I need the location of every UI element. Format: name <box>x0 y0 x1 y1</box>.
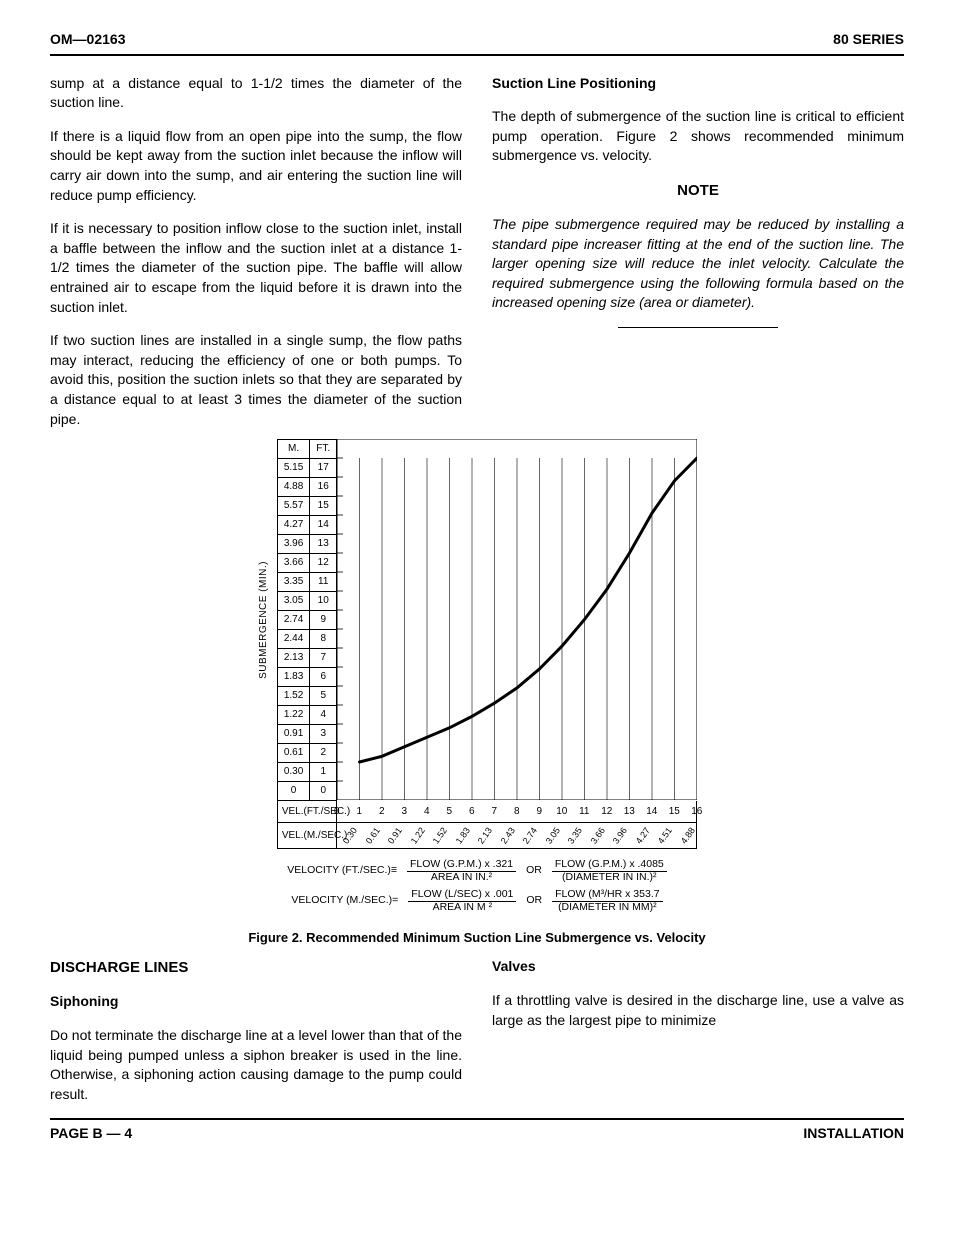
fraction: FLOW (G.P.M.) x .4085 (DIAMETER IN IN.)² <box>552 859 667 883</box>
fraction: FLOW (G.P.M.) x .321 AREA IN IN.² <box>407 859 516 883</box>
section-label: INSTALLATION <box>803 1124 904 1144</box>
page-number: PAGE B — 4 <box>50 1124 132 1144</box>
subheading: Suction Line Positioning <box>492 74 904 94</box>
subheading: Siphoning <box>50 992 462 1012</box>
body-text: sump at a distance equal to 1-1/2 times … <box>50 74 462 113</box>
body-text: If two suction lines are installed in a … <box>50 331 462 429</box>
body-text: If there is a liquid flow from an open p… <box>50 127 462 205</box>
page-header: OM—02163 80 SERIES <box>50 30 904 56</box>
submergence-chart <box>337 439 697 800</box>
figure-caption: Figure 2. Recommended Minimum Suction Li… <box>50 929 904 947</box>
subheading: Valves <box>492 957 904 977</box>
note-body: The pipe submergence required may be red… <box>492 215 904 313</box>
fraction: FLOW (L/SEC) x .001 AREA IN M ² <box>408 889 516 913</box>
formula-label: VELOCITY (FT./SEC.)≡ <box>287 862 397 880</box>
note-heading: NOTE <box>492 180 904 201</box>
velocity-formulas: VELOCITY (FT./SEC.)≡ FLOW (G.P.M.) x .32… <box>257 859 697 913</box>
y-axis-table: M.FT.5.15174.88165.57154.27143.96133.661… <box>277 439 337 801</box>
doc-id: OM—02163 <box>50 30 125 50</box>
body-text: If a throttling valve is desired in the … <box>492 991 904 1030</box>
fraction: FLOW (M³/HR x 353.7 (DIAMETER IN MM)² <box>552 889 662 913</box>
or-label: OR <box>526 892 542 910</box>
body-text: If it is necessary to position inflow cl… <box>50 219 462 317</box>
y-axis-label: SUBMERGENCE (MIN.) <box>257 561 271 679</box>
or-label: OR <box>526 862 542 880</box>
figure-2: SUBMERGENCE (MIN.) M.FT.5.15174.88165.57… <box>50 439 904 947</box>
bottom-columns: DISCHARGE LINES Siphoning Do not termina… <box>50 957 904 1104</box>
formula-label: VELOCITY (M./SEC.)= <box>291 892 398 910</box>
body-text: The depth of submergence of the suction … <box>492 107 904 166</box>
note-rule <box>618 327 778 328</box>
section-heading: DISCHARGE LINES <box>50 957 462 978</box>
page-footer: PAGE B — 4 INSTALLATION <box>50 1118 904 1144</box>
body-text: Do not terminate the discharge line at a… <box>50 1026 462 1104</box>
series-label: 80 SERIES <box>833 30 904 50</box>
x-axis-block: VEL.(FT./SEC.)012345678910111213141516VE… <box>257 801 697 849</box>
top-columns: sump at a distance equal to 1-1/2 times … <box>50 74 904 430</box>
